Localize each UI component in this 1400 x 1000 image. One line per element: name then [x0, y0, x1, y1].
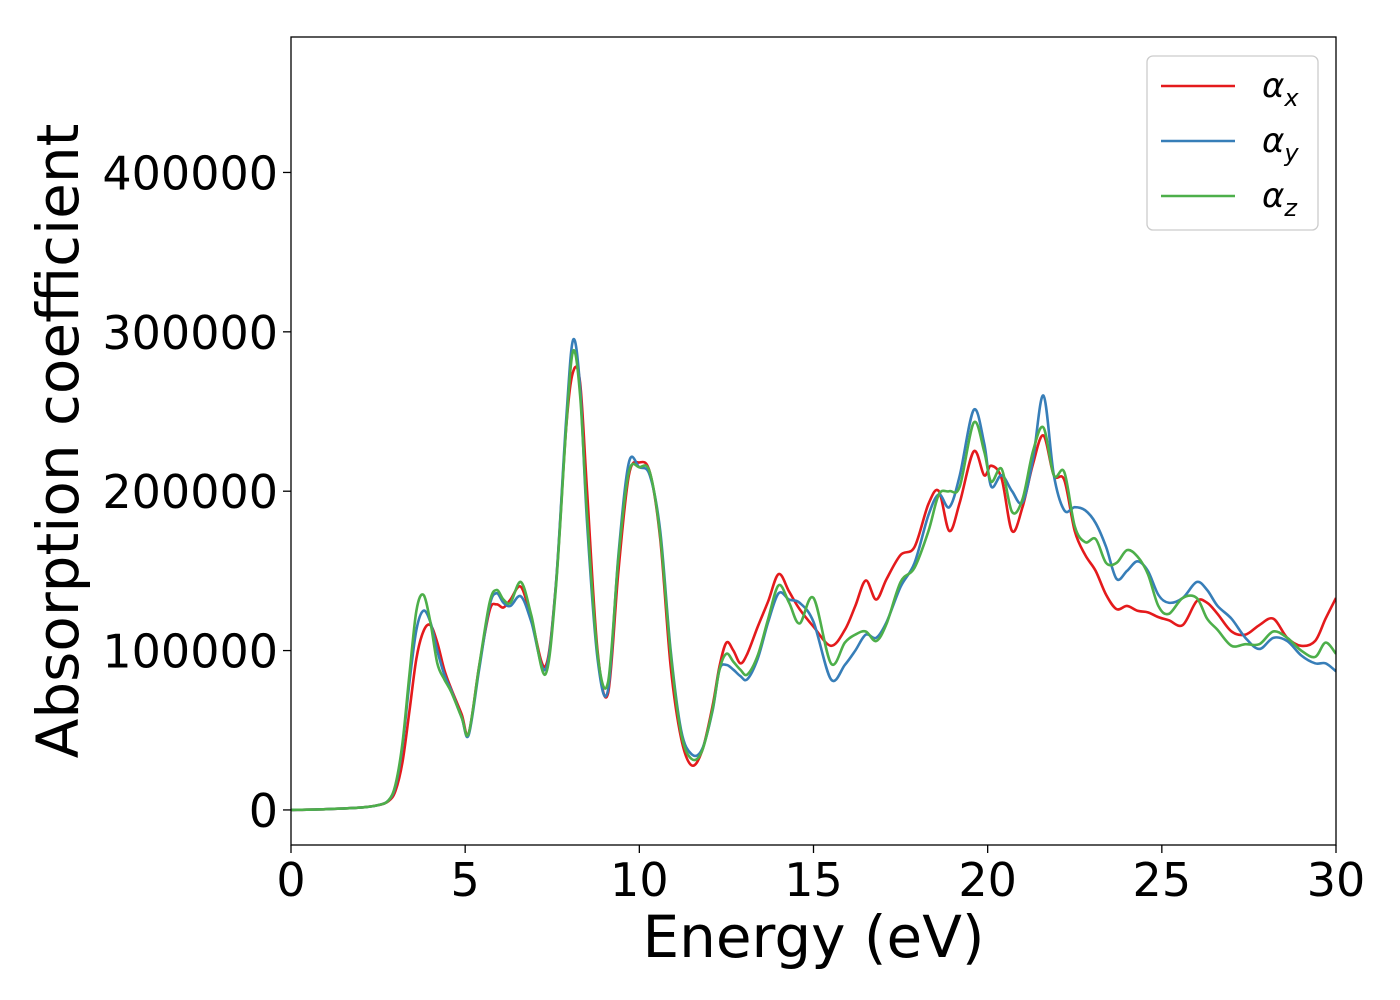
x-tick-label: 5 [451, 853, 480, 907]
y-tick-label: 400000 [102, 146, 278, 200]
x-tick-label: 0 [276, 853, 305, 907]
y-tick-label: 300000 [102, 306, 278, 360]
x-tick-label: 15 [784, 853, 843, 907]
x-tick-label: 10 [610, 853, 669, 907]
legend: αx αy αz [1146, 55, 1319, 231]
series-layer [291, 337, 1336, 812]
x-tick-label: 25 [1133, 853, 1192, 907]
x-tick-label: 20 [958, 853, 1017, 907]
legend-label-y: αy [1262, 121, 1299, 167]
ticks-layer: 0 5 10 15 20 25 30 0 100000 200000 300000 400000 [102, 146, 1365, 907]
x-tick-label: 30 [1307, 853, 1366, 907]
legend-label-z: αz [1262, 176, 1298, 222]
x-axis-title: Energy (eV) [642, 903, 984, 971]
legend-box [1146, 55, 1319, 231]
y-axis-title: Absorption coefficient [24, 124, 92, 759]
y-tick-label: 0 [249, 784, 278, 838]
y-tick-label: 200000 [102, 465, 278, 519]
y-tick-label: 100000 [102, 625, 278, 679]
series-line-z [291, 348, 1336, 812]
legend-label-x: αx [1262, 66, 1299, 112]
